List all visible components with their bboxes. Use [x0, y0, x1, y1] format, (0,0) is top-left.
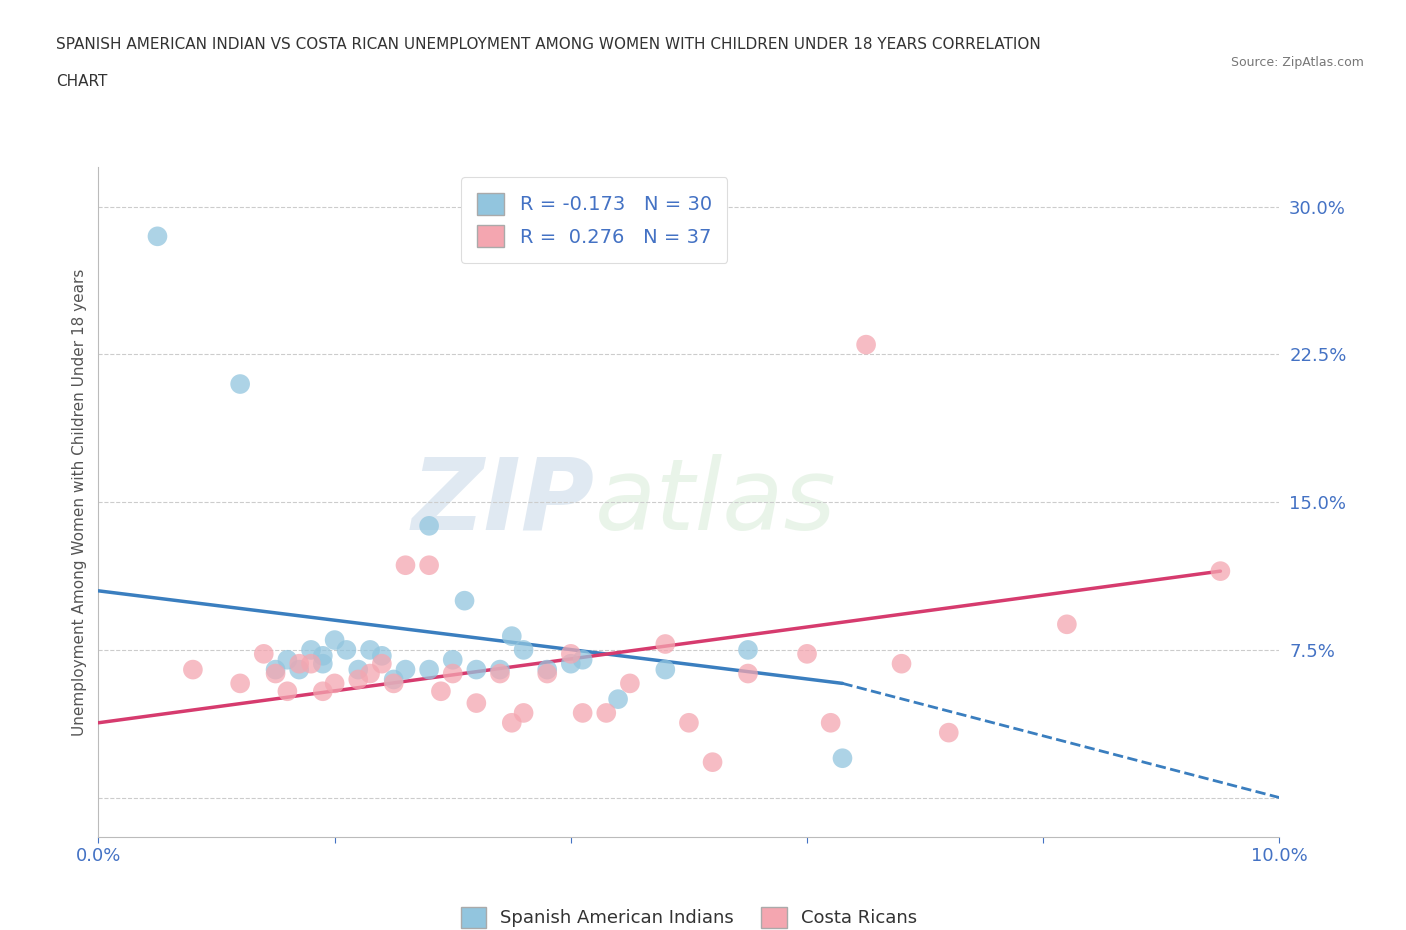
Point [382, 672, 405, 687]
Text: SPANISH AMERICAN INDIAN VS COSTA RICAN UNEMPLOYMENT AMONG WOMEN WITH CHILDREN UN: SPANISH AMERICAN INDIAN VS COSTA RICAN U… [56, 37, 1040, 52]
Point [299, 657, 322, 671]
Point [489, 666, 512, 681]
Point [489, 662, 512, 677]
Point [371, 648, 394, 663]
Point [276, 652, 298, 667]
Point [654, 662, 676, 677]
Point [312, 648, 335, 663]
Point [394, 558, 416, 573]
Point [418, 518, 440, 533]
Point [737, 643, 759, 658]
Point [453, 593, 475, 608]
Point [371, 657, 394, 671]
Text: CHART: CHART [56, 74, 108, 89]
Point [1209, 564, 1232, 578]
Point [359, 643, 381, 658]
Point [229, 676, 252, 691]
Point [312, 684, 335, 698]
Point [394, 662, 416, 677]
Point [418, 558, 440, 573]
Point [323, 676, 346, 691]
Point [312, 657, 335, 671]
Point [382, 676, 405, 691]
Legend: Spanish American Indians, Costa Ricans: Spanish American Indians, Costa Ricans [454, 899, 924, 930]
Point [288, 662, 311, 677]
Point [501, 715, 523, 730]
Point [938, 725, 960, 740]
Point [276, 684, 298, 698]
Point [595, 706, 617, 721]
Text: atlas: atlas [595, 454, 837, 551]
Point [607, 692, 630, 707]
Point [820, 715, 842, 730]
Point [288, 657, 311, 671]
Point [181, 662, 204, 677]
Point [323, 632, 346, 647]
Point [702, 755, 724, 770]
Point [560, 657, 582, 671]
Point [264, 666, 287, 681]
Point [229, 377, 252, 392]
Point [418, 662, 440, 677]
Point [465, 696, 488, 711]
Point [654, 636, 676, 651]
Point [737, 666, 759, 681]
Point [264, 662, 287, 677]
Point [855, 338, 877, 352]
Point [678, 715, 700, 730]
Point [441, 666, 464, 681]
Point [890, 657, 912, 671]
Point [335, 643, 357, 658]
Point [299, 643, 322, 658]
Point [347, 662, 370, 677]
Point [536, 662, 558, 677]
Point [831, 751, 853, 765]
Point [512, 643, 534, 658]
Point [571, 652, 593, 667]
Point [512, 706, 534, 721]
Point [253, 646, 276, 661]
Point [619, 676, 641, 691]
Point [571, 706, 593, 721]
Point [441, 652, 464, 667]
Point [430, 684, 453, 698]
Text: ZIP: ZIP [412, 454, 595, 551]
Y-axis label: Unemployment Among Women with Children Under 18 years: Unemployment Among Women with Children U… [72, 269, 87, 736]
Point [1056, 617, 1078, 631]
Point [359, 666, 381, 681]
Point [560, 646, 582, 661]
Point [796, 646, 818, 661]
Text: Source: ZipAtlas.com: Source: ZipAtlas.com [1230, 56, 1364, 69]
Point [501, 629, 523, 644]
Point [465, 662, 488, 677]
Point [347, 672, 370, 687]
Point [146, 229, 169, 244]
Point [536, 666, 558, 681]
